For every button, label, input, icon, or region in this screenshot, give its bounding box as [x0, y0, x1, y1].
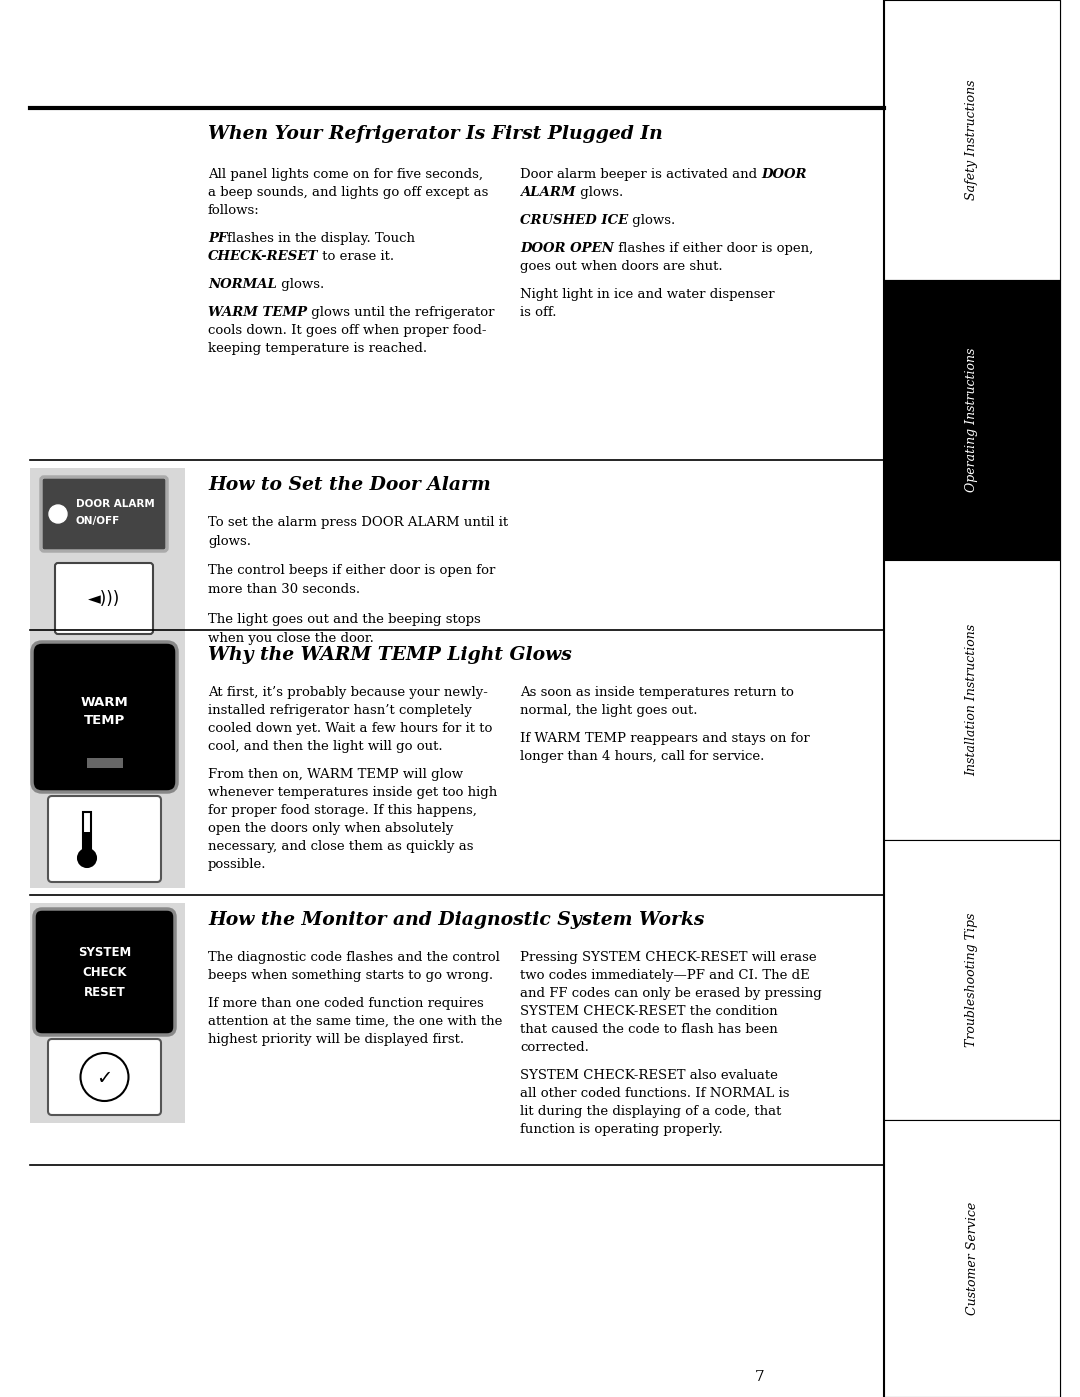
- Text: necessary, and close them as quickly as: necessary, and close them as quickly as: [208, 840, 473, 854]
- Text: CHECK-RESET: CHECK-RESET: [208, 250, 319, 263]
- FancyBboxPatch shape: [41, 476, 167, 550]
- Text: If more than one coded function requires: If more than one coded function requires: [208, 997, 484, 1010]
- Text: CHECK: CHECK: [82, 965, 126, 978]
- Bar: [885, 279, 1059, 560]
- Text: To set the alarm press DOOR ALARM until it: To set the alarm press DOOR ALARM until …: [208, 515, 508, 529]
- Text: longer than 4 hours, call for service.: longer than 4 hours, call for service.: [519, 750, 765, 763]
- Text: normal, the light goes out.: normal, the light goes out.: [519, 704, 698, 717]
- Text: How to Set the Door Alarm: How to Set the Door Alarm: [208, 476, 490, 495]
- Text: more than 30 seconds.: more than 30 seconds.: [208, 584, 360, 597]
- Circle shape: [81, 1053, 129, 1101]
- Text: SYSTEM: SYSTEM: [78, 946, 131, 958]
- Circle shape: [49, 504, 67, 522]
- Text: that caused the code to flash has been: that caused the code to flash has been: [519, 1023, 778, 1037]
- Text: corrected.: corrected.: [519, 1041, 589, 1053]
- Text: beeps when something starts to go wrong.: beeps when something starts to go wrong.: [208, 970, 494, 982]
- Text: From then on, WARM TEMP will glow: From then on, WARM TEMP will glow: [208, 768, 463, 781]
- Text: cool, and then the light will go out.: cool, and then the light will go out.: [208, 740, 443, 753]
- Text: whenever temperatures inside get too high: whenever temperatures inside get too hig…: [208, 787, 497, 799]
- Text: and FF codes can only be erased by pressing: and FF codes can only be erased by press…: [519, 988, 822, 1000]
- FancyBboxPatch shape: [48, 1039, 161, 1115]
- Text: NORMAL: NORMAL: [208, 278, 276, 291]
- Text: for proper food storage. If this happens,: for proper food storage. If this happens…: [208, 803, 477, 817]
- Bar: [30, 468, 185, 643]
- Text: keeping temperature is reached.: keeping temperature is reached.: [208, 342, 427, 355]
- Text: At first, it’s probably because your newly-: At first, it’s probably because your new…: [208, 686, 488, 698]
- FancyBboxPatch shape: [55, 563, 153, 634]
- Text: TEMP: TEMP: [84, 714, 125, 728]
- Bar: [885, 0, 1059, 1397]
- Text: glows.: glows.: [276, 278, 324, 291]
- Text: Safety Instructions: Safety Instructions: [966, 80, 978, 200]
- Text: cooled down yet. Wait a few hours for it to: cooled down yet. Wait a few hours for it…: [208, 722, 492, 735]
- Text: All panel lights come on for five seconds,: All panel lights come on for five second…: [208, 168, 483, 182]
- Circle shape: [78, 849, 96, 868]
- Text: The light goes out and the beeping stops: The light goes out and the beeping stops: [208, 613, 481, 626]
- Bar: [30, 638, 185, 888]
- Text: SYSTEM CHECK-RESET also evaluate: SYSTEM CHECK-RESET also evaluate: [519, 1069, 778, 1081]
- Bar: [885, 1120, 1059, 1397]
- Text: If WARM TEMP reappears and stays on for: If WARM TEMP reappears and stays on for: [519, 732, 810, 745]
- Text: DOOR OPEN: DOOR OPEN: [519, 242, 613, 254]
- Text: SYSTEM CHECK-RESET the condition: SYSTEM CHECK-RESET the condition: [519, 1004, 778, 1018]
- Text: attention at the same time, the one with the: attention at the same time, the one with…: [208, 1014, 502, 1028]
- Text: ✓: ✓: [96, 1070, 112, 1088]
- Text: Troubleshooting Tips: Troubleshooting Tips: [966, 912, 978, 1048]
- Text: DOOR ALARM: DOOR ALARM: [76, 499, 154, 509]
- Text: glows.: glows.: [576, 186, 623, 198]
- Text: all other coded functions. If NORMAL is: all other coded functions. If NORMAL is: [519, 1087, 789, 1099]
- Text: The diagnostic code flashes and the control: The diagnostic code flashes and the cont…: [208, 951, 500, 964]
- Bar: [84, 833, 90, 854]
- Text: ◄))): ◄))): [87, 590, 120, 608]
- Text: 7: 7: [755, 1370, 765, 1384]
- Text: PF: PF: [208, 232, 228, 244]
- Bar: [30, 902, 185, 1123]
- FancyBboxPatch shape: [48, 796, 161, 882]
- FancyBboxPatch shape: [32, 643, 177, 792]
- Text: Why the WARM TEMP Light Glows: Why the WARM TEMP Light Glows: [208, 645, 571, 664]
- Text: Pressing SYSTEM CHECK-RESET will erase: Pressing SYSTEM CHECK-RESET will erase: [519, 951, 816, 964]
- Text: follows:: follows:: [208, 204, 260, 217]
- Text: RESET: RESET: [83, 985, 125, 999]
- Bar: [885, 560, 1059, 840]
- Text: flashes if either door is open,: flashes if either door is open,: [613, 242, 813, 254]
- Text: function is operating properly.: function is operating properly.: [519, 1123, 723, 1136]
- Text: Night light in ice and water dispenser: Night light in ice and water dispenser: [519, 288, 774, 300]
- Text: WARM TEMP: WARM TEMP: [208, 306, 307, 319]
- Text: Operating Instructions: Operating Instructions: [966, 348, 978, 492]
- Text: As soon as inside temperatures return to: As soon as inside temperatures return to: [519, 686, 794, 698]
- Text: installed refrigerator hasn’t completely: installed refrigerator hasn’t completely: [208, 704, 472, 717]
- Text: The control beeps if either door is open for: The control beeps if either door is open…: [208, 564, 496, 577]
- Text: ON/OFF: ON/OFF: [76, 515, 120, 527]
- Bar: [86, 759, 122, 768]
- Text: goes out when doors are shut.: goes out when doors are shut.: [519, 260, 723, 272]
- Bar: [83, 812, 91, 852]
- Text: glows until the refrigerator: glows until the refrigerator: [307, 306, 495, 319]
- Text: WARM: WARM: [81, 697, 129, 710]
- Text: possible.: possible.: [208, 858, 267, 870]
- Text: cools down. It goes off when proper food-: cools down. It goes off when proper food…: [208, 324, 486, 337]
- Text: when you close the door.: when you close the door.: [208, 631, 374, 645]
- Text: Installation Instructions: Installation Instructions: [966, 624, 978, 777]
- Text: flashes in the display. Touch: flashes in the display. Touch: [228, 232, 420, 244]
- Bar: [885, 0, 1059, 279]
- Text: How the Monitor and Diagnostic System Works: How the Monitor and Diagnostic System Wo…: [208, 911, 704, 929]
- Text: CRUSHED ICE: CRUSHED ICE: [519, 214, 629, 226]
- Text: ALARM: ALARM: [519, 186, 576, 198]
- Text: two codes immediately—PF and CI. The dE: two codes immediately—PF and CI. The dE: [519, 970, 810, 982]
- Bar: [885, 840, 1059, 1120]
- Text: DOOR: DOOR: [761, 168, 807, 182]
- FancyBboxPatch shape: [33, 909, 175, 1035]
- Text: lit during the displaying of a code, that: lit during the displaying of a code, tha…: [519, 1105, 781, 1118]
- Text: When Your Refrigerator Is First Plugged In: When Your Refrigerator Is First Plugged …: [208, 124, 663, 142]
- Text: highest priority will be displayed first.: highest priority will be displayed first…: [208, 1032, 464, 1046]
- Text: a beep sounds, and lights go off except as: a beep sounds, and lights go off except …: [208, 186, 488, 198]
- Text: open the doors only when absolutely: open the doors only when absolutely: [208, 821, 454, 835]
- Text: glows.: glows.: [208, 535, 251, 548]
- Text: to erase it.: to erase it.: [319, 250, 394, 263]
- Text: glows.: glows.: [629, 214, 675, 226]
- Text: Customer Service: Customer Service: [966, 1201, 978, 1315]
- Text: is off.: is off.: [519, 306, 556, 319]
- Text: Door alarm beeper is activated and: Door alarm beeper is activated and: [519, 168, 761, 182]
